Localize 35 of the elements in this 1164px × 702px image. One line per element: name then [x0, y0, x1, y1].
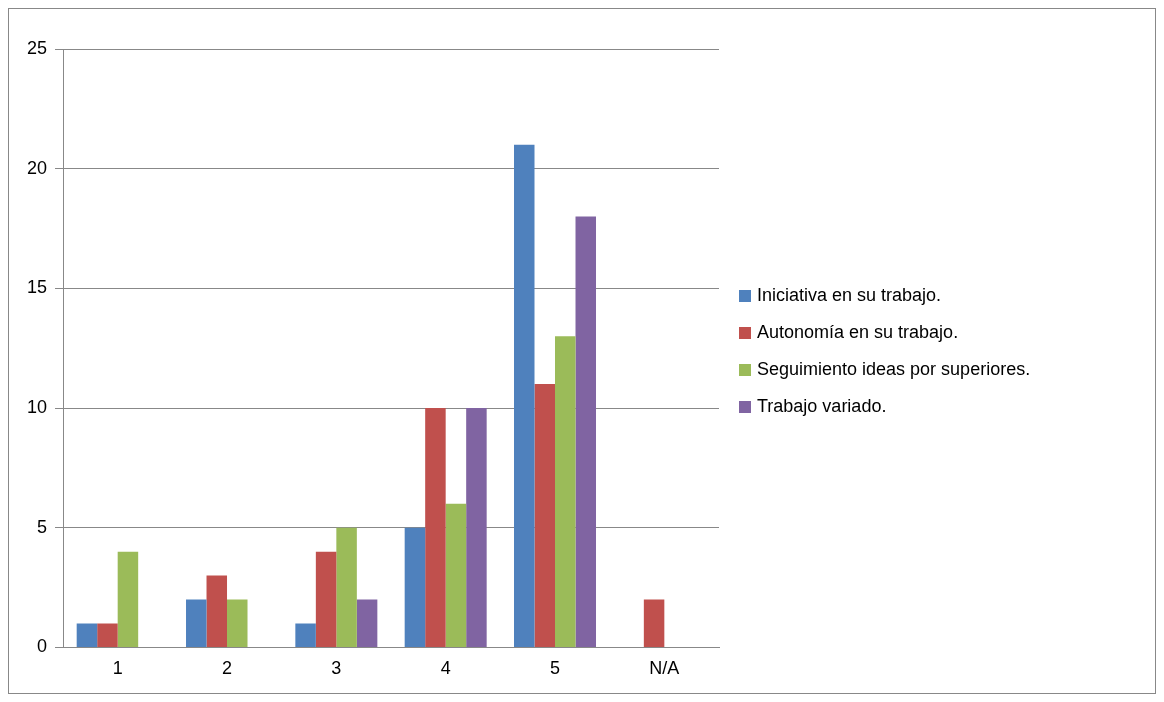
legend-label: Seguimiento ideas por superiores.	[757, 359, 1031, 380]
y-tick-label: 10	[26, 397, 48, 418]
bar	[97, 623, 118, 647]
x-tick-label: 4	[440, 658, 451, 679]
x-tick-label: 2	[222, 658, 233, 679]
bar	[315, 551, 337, 647]
y-tick-label: 20	[26, 157, 48, 178]
bar	[575, 216, 596, 647]
bar	[336, 527, 357, 647]
bar	[555, 336, 576, 647]
y-tick-label: 15	[26, 277, 48, 298]
x-tick-label: N/A	[649, 658, 680, 679]
x-tick-label: 3	[331, 658, 342, 679]
y-tick-label: 0	[37, 636, 48, 657]
bar	[76, 623, 98, 647]
bar	[356, 599, 378, 647]
x-tick-label: 1	[112, 658, 123, 679]
bar	[117, 551, 139, 647]
bar	[466, 408, 487, 647]
bar	[295, 623, 316, 647]
bar	[227, 599, 248, 647]
bar	[425, 408, 446, 647]
bar	[514, 144, 535, 647]
legend-label: Iniciativa en su trabajo.	[757, 285, 942, 306]
x-tick-label: 5	[550, 658, 561, 679]
legend-label: Autonomía en su trabajo.	[757, 322, 959, 343]
bar	[643, 599, 665, 647]
bar	[186, 599, 207, 647]
y-tick-label: 25	[26, 37, 48, 58]
y-tick-label: 5	[37, 516, 48, 537]
legend-label: Trabajo variado.	[757, 396, 887, 417]
bar	[206, 575, 228, 647]
bar	[534, 384, 556, 647]
bar	[404, 527, 426, 647]
bar	[445, 503, 467, 647]
